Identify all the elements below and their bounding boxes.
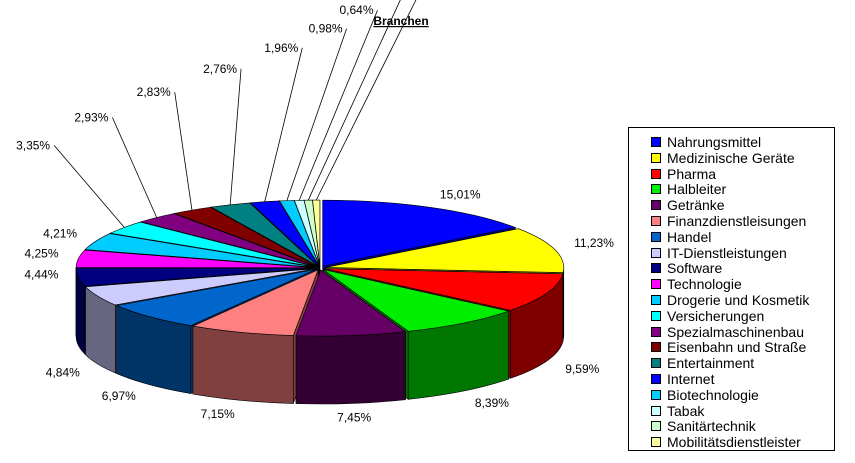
- legend-swatch: [651, 200, 661, 211]
- slice-11: [84, 233, 315, 268]
- legend-label: Pharma: [667, 165, 717, 182]
- slice-13: [139, 213, 317, 267]
- legend-label: Finanzdienstleisungen: [667, 213, 807, 229]
- legend-swatch: [651, 263, 661, 274]
- leader-line-13: [112, 117, 158, 218]
- slice-12: [109, 221, 316, 268]
- leader-line-12: [53, 145, 125, 228]
- slice-9: [75, 267, 315, 287]
- leader-line-17: [286, 28, 347, 201]
- legend: Nahrungsmittel Medizinische Geräte Pharma H…: [628, 127, 835, 451]
- legend-swatch: [651, 216, 661, 226]
- legend-label: Handel: [667, 228, 712, 245]
- leader-line-15: [229, 68, 242, 205]
- slice-side-5: [295, 331, 406, 405]
- data-label-18: 0,64%: [339, 3, 373, 17]
- data-labels: 15,01% 11,23% 9,59% 8,39% 7,45% 7,15% 6,97% 4,8…: [16, 3, 614, 424]
- legend-swatch: [651, 310, 661, 321]
- slice-15: [210, 202, 318, 267]
- data-label-1: 15,01%: [440, 188, 481, 202]
- legend-swatch: [651, 137, 661, 147]
- data-label-17: 0,98%: [309, 22, 343, 36]
- legend-label: Medizinische Geräte: [667, 149, 795, 166]
- data-label-15: 2,76%: [203, 62, 237, 76]
- slice-7: [115, 269, 316, 326]
- legend-label: Biotechnologie: [667, 386, 759, 403]
- slice-4: [323, 269, 510, 332]
- data-label-3: 9,59%: [565, 362, 599, 376]
- legend-label: Getränke: [667, 197, 725, 214]
- legend-label: Nahrungsmittel: [667, 134, 762, 150]
- legend-label: IT-Dienstleistungen: [667, 244, 787, 261]
- legend-label: Tabak: [667, 402, 705, 419]
- data-label-5: 7,45%: [337, 410, 371, 424]
- slice-8: [84, 268, 315, 306]
- slice-1: [322, 199, 517, 267]
- legend-swatch: [651, 295, 661, 305]
- legend-swatch: [651, 342, 661, 353]
- legend-label: Internet: [667, 371, 715, 387]
- data-label-10: 4,25%: [24, 246, 58, 260]
- legend-swatch: [651, 231, 661, 242]
- legend-label: Spezialmaschinenbau: [667, 323, 804, 340]
- leader-line-20: [315, 0, 417, 201]
- data-label-16: 1,96%: [264, 41, 298, 55]
- leader-line-19: [307, 0, 401, 201]
- legend-label: Sanitärtechnik: [667, 418, 756, 435]
- slice-tops: [75, 199, 565, 337]
- legend-swatch: [651, 437, 661, 448]
- legend-label: Drogerie und Kosmetik: [667, 292, 810, 308]
- legend-swatch: [651, 421, 661, 432]
- legend-label: Halbleiter: [667, 181, 727, 198]
- legend-swatch: [651, 168, 661, 179]
- legend-swatch: [651, 374, 661, 384]
- leader-lines: [53, 0, 417, 228]
- legend-swatch: [651, 184, 661, 195]
- slice-side-6: [192, 325, 294, 404]
- slice-6: [191, 269, 319, 336]
- slice-5: [295, 269, 407, 337]
- slice-10: [75, 249, 315, 269]
- legend-swatch: [651, 326, 661, 337]
- leader-line-14: [174, 92, 193, 211]
- slice-20: [312, 199, 321, 267]
- legend-swatch: [651, 247, 661, 258]
- legend-swatch: [651, 389, 661, 400]
- data-label-2: 11,23%: [574, 236, 614, 250]
- data-label-12: 3,35%: [16, 138, 50, 152]
- data-label-8: 4,84%: [46, 365, 80, 379]
- slice-3: [325, 268, 564, 311]
- data-label-6: 7,15%: [201, 407, 235, 421]
- legend-label: Versicherungen: [667, 307, 765, 324]
- leader-line-16: [264, 47, 303, 202]
- legend-label: Technologie: [667, 276, 742, 293]
- chart-title: Branchen: [373, 14, 428, 28]
- legend-swatch: [651, 405, 661, 416]
- legend-swatch: [651, 279, 661, 290]
- data-label-9: 4,44%: [24, 268, 58, 282]
- data-label-7: 6,97%: [102, 389, 136, 403]
- slice-2: [325, 228, 565, 273]
- legend-swatch: [651, 152, 661, 163]
- legend-label: Software: [667, 260, 723, 277]
- data-label-4: 8,39%: [475, 396, 509, 410]
- legend-label: Entertainment: [667, 355, 755, 372]
- legend-label: Mobilitätsdienstleister: [667, 434, 801, 451]
- data-label-13: 2,93%: [74, 111, 108, 125]
- legend-label: Eisenbahn und Straße: [667, 339, 807, 356]
- data-label-14: 2,83%: [137, 85, 171, 99]
- leader-line-18: [298, 10, 378, 201]
- legend-swatch: [651, 358, 661, 369]
- data-label-11: 4,21%: [43, 226, 77, 240]
